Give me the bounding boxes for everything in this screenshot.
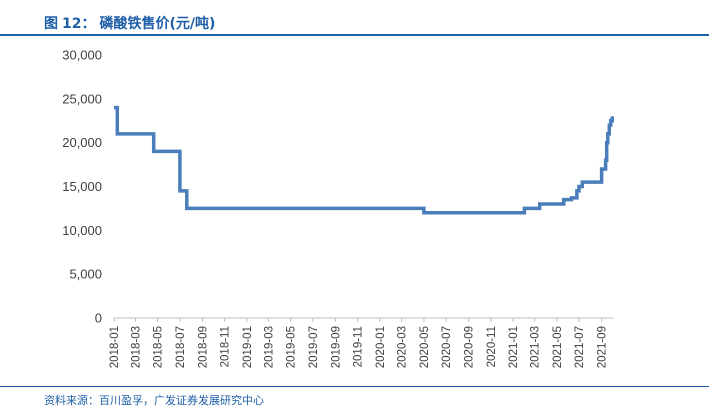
x-tick-label: 2020-01 xyxy=(375,326,387,368)
series-line xyxy=(114,105,614,215)
y-tick-label: 5,000 xyxy=(69,267,102,282)
x-tick-label: 2020-09 xyxy=(464,326,476,368)
x-tick-label: 2021-05 xyxy=(552,326,564,368)
x-tick-label: 2020-03 xyxy=(397,326,409,368)
x-tick-label: 2021-09 xyxy=(597,326,609,368)
x-tick-label: 2021-01 xyxy=(508,326,520,368)
figure-source: 资料来源：百川盈孚，广发证券发展研究中心 xyxy=(44,394,264,407)
y-tick-label: 0 xyxy=(95,311,102,326)
figure-label: 图 xyxy=(44,16,58,32)
x-tick-label: 2020-07 xyxy=(441,326,453,368)
line-chart: 0 5,000 10,000 15,000 20,000 25,000 30,000 201… xyxy=(62,48,614,368)
x-tick-label: 2019-05 xyxy=(286,326,298,368)
figure-number: 12 xyxy=(62,16,82,32)
y-tick-label: 10,000 xyxy=(62,223,102,238)
x-tick-label: 2021-07 xyxy=(574,326,586,368)
x-tick-label: 2018-07 xyxy=(175,326,187,368)
x-tick-label: 2021-03 xyxy=(530,326,542,368)
x-tick-label: 2018-09 xyxy=(197,326,209,368)
x-tick-label: 2018-05 xyxy=(153,326,165,368)
figure-title: 图 12： 磷酸铁售价(元/吨) xyxy=(44,13,215,33)
y-tick-label: 15,000 xyxy=(62,179,102,194)
x-tick-label: 2019-03 xyxy=(263,326,275,368)
x-tick-label: 2019-11 xyxy=(353,326,365,367)
y-axis: 0 5,000 10,000 15,000 20,000 25,000 30,000 xyxy=(62,48,102,326)
x-axis: 2018-01 2018-03 2018-05 2018-07 2018-09 2018-… xyxy=(109,317,614,368)
y-tick-label: 30,000 xyxy=(62,48,102,63)
x-tick-label: 2019-09 xyxy=(330,326,342,368)
x-tick-label: 2019-01 xyxy=(242,326,254,368)
y-tick-label: 20,000 xyxy=(62,135,102,150)
x-tick-label: 2020-05 xyxy=(419,326,431,368)
y-tick-label: 25,000 xyxy=(62,91,102,106)
figure-separator: ： xyxy=(81,16,96,32)
x-tick-label: 2020-11 xyxy=(486,326,498,367)
x-tick-label: 2018-03 xyxy=(130,326,142,368)
figure-footer xyxy=(0,386,709,400)
figure-title-text: 磷酸铁售价(元/吨) xyxy=(99,16,216,32)
figure-header: 图 12： 磷酸铁售价(元/吨) xyxy=(0,0,709,36)
x-tick-label: 2019-07 xyxy=(308,326,320,368)
plot-area xyxy=(114,105,614,215)
x-tick-label: 2018-11 xyxy=(220,326,232,367)
x-tick-label: 2018-01 xyxy=(109,326,121,368)
